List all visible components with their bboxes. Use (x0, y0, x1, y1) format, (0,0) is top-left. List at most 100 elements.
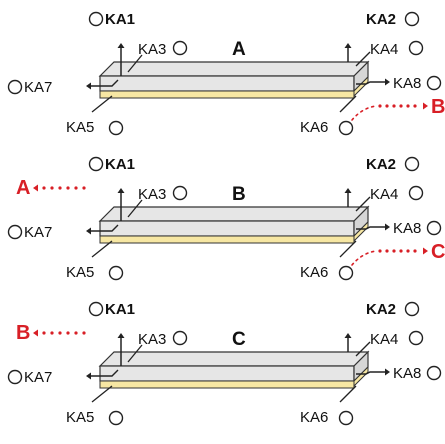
ka2-terminal-icon (404, 156, 420, 172)
ka8-label: KA8 (393, 75, 421, 92)
ka7-label: KA7 (24, 224, 52, 241)
ka6-terminal-icon (338, 120, 354, 136)
ka1-arrow-icon (117, 43, 125, 48)
ka2-terminal-icon (404, 301, 420, 317)
bar-front-face (99, 220, 355, 237)
bar-bottom-strip (99, 90, 355, 99)
incoming-arrow-icon (33, 329, 38, 337)
ka4-terminal-icon (408, 40, 424, 56)
ka5-lead (91, 95, 113, 113)
incoming-dot (82, 186, 86, 190)
incoming-dot (42, 186, 46, 190)
bar-front-face (99, 75, 355, 92)
ka3-label: KA3 (138, 41, 166, 58)
ka1-terminal-icon (88, 11, 104, 27)
ka8-arrow-icon (385, 223, 390, 231)
ka3-lead (127, 344, 143, 363)
ka1-terminal-icon (88, 301, 104, 317)
ka6-lead (339, 385, 357, 403)
outgoing-arrow-icon (423, 102, 428, 110)
outgoing-link-label: C (431, 241, 445, 263)
ka7-arrow-icon (86, 82, 91, 90)
outgoing-dot (406, 104, 410, 108)
ka7-label: KA7 (24, 79, 52, 96)
ka8-label: KA8 (393, 220, 421, 237)
incoming-dot (66, 186, 70, 190)
ka6-terminal-icon (338, 265, 354, 281)
incoming-dot (66, 331, 70, 335)
ka4-terminal-icon (408, 330, 424, 346)
outgoing-dot (378, 249, 382, 253)
ka8-terminal-icon (426, 75, 442, 91)
bar-top-face (98, 351, 370, 367)
bar-top-face (98, 206, 370, 222)
ka2-terminal-icon (404, 11, 420, 27)
incoming-link-label: A (16, 177, 30, 199)
ka5-label: KA5 (66, 264, 94, 281)
ka6-label: KA6 (300, 409, 328, 426)
ka5-terminal-icon (108, 410, 124, 426)
ka1-label: KA1 (105, 301, 135, 318)
outgoing-dot (413, 249, 417, 253)
ka4-label: KA4 (370, 186, 398, 203)
outgoing-link-curve (351, 250, 377, 266)
ka2-arrow-icon (344, 333, 352, 338)
incoming-link-label: B (16, 322, 30, 344)
incoming-dot (50, 331, 54, 335)
ka4-terminal-icon (408, 185, 424, 201)
ka2-arrow-icon (344, 43, 352, 48)
ka8-terminal-icon (426, 365, 442, 381)
ka2-label: KA2 (366, 11, 396, 28)
ka8-terminal-icon (426, 220, 442, 236)
ka1-label: KA1 (105, 11, 135, 28)
ka6-terminal-icon (338, 410, 354, 426)
ka2-label: KA2 (366, 156, 396, 173)
ka1-arrow-icon (117, 333, 125, 338)
ka8-lead (356, 81, 386, 85)
ka6-label: KA6 (300, 264, 328, 281)
ka6-lead (339, 240, 357, 258)
bar-front-face (99, 365, 355, 382)
ka4-lead (355, 341, 371, 357)
ka5-label: KA5 (66, 409, 94, 426)
bar-bottom-strip (99, 380, 355, 389)
incoming-dot (42, 331, 46, 335)
outgoing-link-label: B (431, 96, 445, 118)
ka3-terminal-icon (172, 330, 188, 346)
ka7-lead (88, 224, 119, 232)
panel-title: B (232, 184, 246, 205)
ka7-arrow-icon (86, 227, 91, 235)
incoming-dot (50, 186, 54, 190)
ka7-terminal-icon (7, 79, 23, 95)
ka2-label: KA2 (366, 301, 396, 318)
incoming-dot (58, 186, 62, 190)
incoming-dot (74, 186, 78, 190)
ka4-label: KA4 (370, 41, 398, 58)
ka7-terminal-icon (7, 224, 23, 240)
ka8-lead (356, 371, 386, 375)
ka3-label: KA3 (138, 186, 166, 203)
ka1-label: KA1 (105, 156, 135, 173)
ka1-terminal-icon (88, 156, 104, 172)
ka6-label: KA6 (300, 119, 328, 136)
outgoing-dot (406, 249, 410, 253)
ka2-arrow-icon (344, 188, 352, 193)
ka7-label: KA7 (24, 369, 52, 386)
incoming-dot (82, 331, 86, 335)
ka3-label: KA3 (138, 331, 166, 348)
outgoing-dot (385, 104, 389, 108)
ka4-lead (355, 51, 371, 67)
incoming-arrow-icon (33, 184, 38, 192)
panel-c: KA1 KA2 KA3 KA4 C KA7 KA8 KA5 KA6 B (7, 301, 442, 426)
outgoing-dot (385, 249, 389, 253)
ka8-arrow-icon (385, 78, 390, 86)
ka7-terminal-icon (7, 369, 23, 385)
ka4-lead (355, 196, 371, 212)
ka1-arrow-icon (117, 188, 125, 193)
panel-title: A (232, 39, 246, 60)
ka3-lead (127, 199, 143, 218)
outgoing-dot (392, 249, 396, 253)
ka8-lead (356, 226, 386, 230)
